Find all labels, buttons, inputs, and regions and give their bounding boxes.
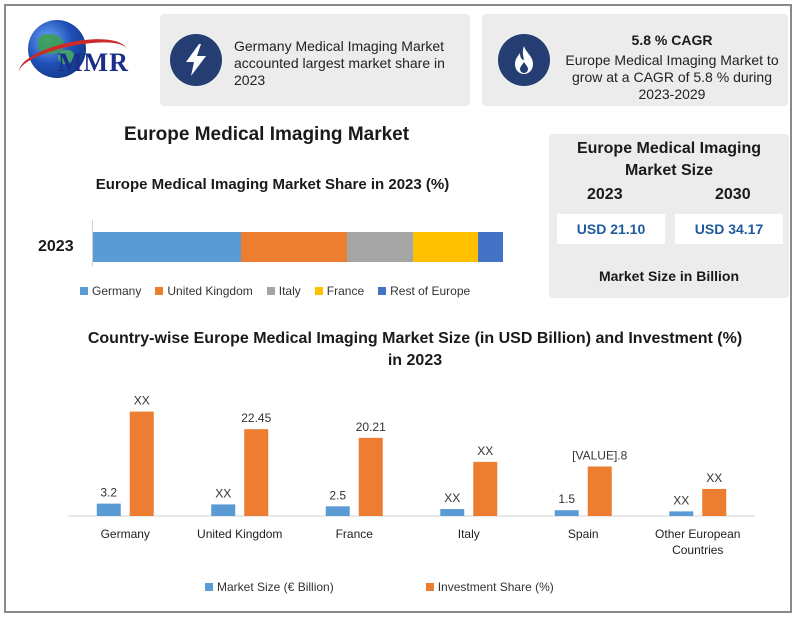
data-label: 3.2 (100, 486, 117, 500)
share-segment-italy (347, 232, 413, 262)
share-segment-united-kingdom (240, 232, 348, 262)
country-chart-title: Country-wise Europe Medical Imaging Mark… (87, 330, 743, 369)
largest-share-text: Germany Medical Imaging Market accounted… (234, 38, 445, 88)
share-legend-item: Rest of Europe (378, 284, 470, 298)
country-legend-item: Investment Share (%) (425, 580, 554, 594)
cagr-text: Europe Medical Imaging Market to grow at… (565, 52, 779, 102)
category-label: Germany (101, 527, 150, 541)
lightning-icon (170, 34, 222, 86)
bar-united-kingdom-market-size (211, 504, 236, 516)
share-legend: Germany United Kingdom Italy France Rest of … (80, 284, 470, 298)
globe-icon (28, 20, 86, 78)
year-2030-label: 2030 (715, 186, 751, 203)
legend-swatch (425, 583, 434, 591)
legend-label: Italy (278, 284, 301, 298)
data-label: 22.45 (241, 411, 271, 425)
share-legend-item: Germany (80, 284, 141, 298)
cagr-title: 5.8 % CAGR (631, 32, 713, 48)
category-label: United Kingdom (197, 527, 282, 541)
country-legend-item: Market Size (€ Billion) (205, 580, 334, 594)
data-label: XX (134, 394, 150, 408)
market-size-title: Europe Medical Imaging Market Size (576, 140, 762, 179)
bar-other-european-countries-investment (702, 488, 727, 516)
category-label: France (336, 527, 374, 541)
market-size-panel: Europe Medical Imaging Market Size 2023 … (549, 134, 789, 298)
bar-france-investment (358, 437, 383, 516)
bar-spain-investment (587, 466, 612, 516)
legend-label: Germany (92, 284, 142, 298)
bar-france-market-size (325, 506, 350, 516)
data-label: 1.5 (558, 492, 575, 506)
share-segment-germany (93, 232, 241, 262)
share-legend-item: United Kingdom (155, 284, 253, 298)
data-label: XX (673, 493, 689, 507)
legend-swatch (266, 287, 275, 295)
share-segment-france (412, 232, 479, 262)
category-label: Other European Countries (655, 527, 740, 557)
share-year-label: 2023 (38, 238, 74, 255)
bar-other-european-countries-market-size (669, 511, 694, 516)
year-2023-label: 2023 (587, 186, 623, 203)
data-label: XX (477, 444, 493, 458)
legend-swatch (155, 287, 164, 295)
legend-label: Rest of Europe (390, 284, 471, 298)
info-box-largest-share: Germany Medical Imaging Market accounted… (160, 14, 470, 106)
main-title: Europe Medical Imaging Market (124, 124, 410, 145)
data-label: 20.21 (356, 420, 386, 434)
market-size-footer: Market Size in Billion (598, 268, 740, 284)
country-bar-chart: 3.2 XX Germany XX 22.45 United Kingdom 2.5 20.2… (68, 394, 755, 557)
data-label: [VALUE].8 (572, 449, 627, 463)
mmr-logo: MMR (15, 18, 163, 92)
share-axis-line (92, 220, 93, 266)
country-legend: Market Size (€ Billion) Investment Share … (205, 580, 554, 594)
data-label: XX (215, 486, 231, 500)
logo-text: MMR (58, 48, 129, 77)
category-label: Spain (568, 527, 599, 541)
legend-label: France (326, 284, 365, 298)
share-legend-item: Italy (266, 284, 301, 298)
legend-swatch (205, 583, 213, 591)
bar-germany-market-size (96, 503, 121, 516)
info-box-cagr: 5.8 % CAGR Europe Medical Imaging Market… (482, 14, 788, 106)
share-legend-item: France (314, 284, 365, 298)
data-label: 2.5 (329, 488, 346, 502)
data-label: XX (444, 491, 460, 505)
legend-label: United Kingdom (167, 284, 253, 298)
legend-swatch (314, 287, 323, 295)
value-2030: USD 34.17 (675, 214, 783, 244)
bar-italy-market-size (440, 509, 465, 516)
bar-germany-investment (129, 411, 154, 516)
legend-swatch (378, 287, 387, 295)
legend-label: Market Size (€ Billion) (217, 580, 334, 594)
flame-icon (498, 34, 550, 86)
bar-united-kingdom-investment (244, 429, 269, 516)
share-segment-rest-of-europe (478, 232, 503, 262)
share-stacked-bar (93, 232, 503, 262)
bar-italy-investment (473, 461, 498, 516)
legend-swatch (80, 287, 88, 295)
infographic-frame (4, 4, 792, 613)
share-chart-title: Europe Medical Imaging Market Share in 2… (95, 176, 450, 193)
category-label: Italy (458, 527, 480, 541)
value-2023: USD 21.10 (557, 214, 665, 244)
legend-label: Investment Share (%) (437, 580, 554, 594)
bar-spain-market-size (554, 510, 579, 516)
data-label: XX (706, 471, 722, 485)
